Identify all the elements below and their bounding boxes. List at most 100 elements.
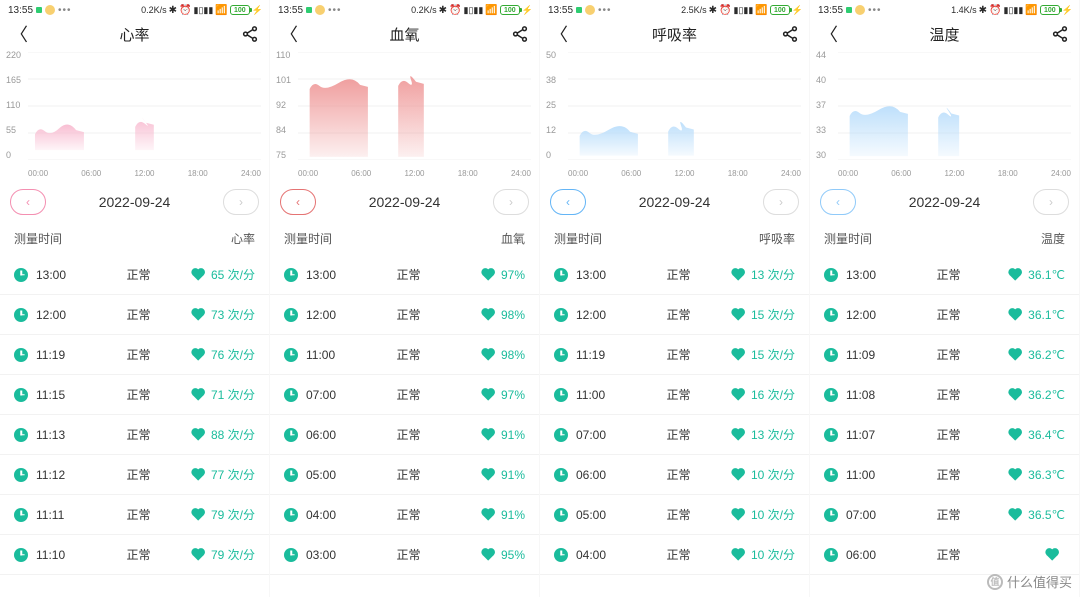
back-button[interactable]: 〈 [550,21,568,47]
data-list[interactable]: 13:00正常36.1℃12:00正常36.1℃11:09正常36.2℃11:0… [810,255,1079,575]
list-item[interactable]: 06:00正常10 次/分 [540,455,809,495]
y-tick: 25 [546,100,566,110]
data-list[interactable]: 13:00正常65 次/分12:00正常73 次/分11:19正常76 次/分1… [0,255,269,575]
charge-icon: ⚡ [252,5,263,16]
heart-icon [732,546,749,563]
status-time: 13:55 [818,5,843,16]
heart-icon [192,426,209,443]
clock-icon [284,428,298,442]
back-button[interactable]: 〈 [280,21,298,47]
measure-value: 97% [501,268,525,282]
next-date-button[interactable]: › [493,189,529,215]
list-item[interactable]: 13:00正常65 次/分 [0,255,269,295]
y-tick: 75 [276,150,296,160]
clock-icon [284,268,298,282]
list-item[interactable]: 12:00正常98% [270,295,539,335]
next-date-button[interactable]: › [763,189,799,215]
measure-time: 07:00 [306,388,362,402]
page-title: 温度 [929,24,959,45]
prev-date-button[interactable]: ‹ [10,189,46,215]
page-title: 呼吸率 [652,24,697,45]
list-item[interactable]: 11:13正常88 次/分 [0,415,269,455]
y-tick: 50 [546,50,566,60]
next-date-button[interactable]: › [1033,189,1069,215]
list-item[interactable]: 13:00正常36.1℃ [810,255,1079,295]
list-item[interactable]: 07:00正常36.5℃ [810,495,1079,535]
health-panel: 13:55•••1.4K/s✱⏰▮▯▮▮📶100⚡〈温度444037333000… [810,0,1080,597]
list-item[interactable]: 11:10正常79 次/分 [0,535,269,575]
measure-value: 65 次/分 [211,266,255,283]
x-tick: 24:00 [511,169,531,178]
clock-icon [554,308,568,322]
list-item[interactable]: 11:19正常76 次/分 [0,335,269,375]
next-date-button[interactable]: › [223,189,259,215]
list-item[interactable]: 11:09正常36.2℃ [810,335,1079,375]
more-icon: ••• [58,5,72,16]
measure-value: 36.1℃ [1028,268,1065,282]
list-item[interactable]: 12:00正常15 次/分 [540,295,809,335]
measure-time: 04:00 [306,508,362,522]
share-button[interactable] [1051,25,1069,43]
list-item[interactable]: 11:08正常36.2℃ [810,375,1079,415]
list-item[interactable]: 05:00正常10 次/分 [540,495,809,535]
measure-status: 正常 [902,426,995,443]
back-button[interactable]: 〈 [820,21,838,47]
data-list[interactable]: 13:00正常97%12:00正常98%11:00正常98%07:00正常97%… [270,255,539,575]
list-item[interactable]: 07:00正常97% [270,375,539,415]
share-button[interactable] [511,25,529,43]
data-list[interactable]: 13:00正常13 次/分12:00正常15 次/分11:19正常15 次/分1… [540,255,809,575]
measure-time: 11:11 [36,508,92,522]
list-item[interactable]: 11:00正常36.3℃ [810,455,1079,495]
heart-icon [732,426,749,443]
measure-time: 13:00 [576,268,632,282]
measure-time: 11:12 [36,468,92,482]
y-tick: 30 [816,150,836,160]
share-button[interactable] [241,25,259,43]
heart-icon [482,466,499,483]
y-axis-labels: 503825120 [546,50,566,160]
list-item[interactable]: 06:00正常91% [270,415,539,455]
measure-value: 10 次/分 [751,506,795,523]
measure-value: 10 次/分 [751,546,795,563]
x-axis-labels: 00:0006:0012:0018:0024:00 [838,169,1071,178]
list-item[interactable]: 13:00正常13 次/分 [540,255,809,295]
measure-time: 11:08 [846,388,902,402]
list-item[interactable]: 12:00正常73 次/分 [0,295,269,335]
list-item[interactable]: 07:00正常13 次/分 [540,415,809,455]
measure-time: 11:09 [846,348,902,362]
list-item[interactable]: 11:00正常16 次/分 [540,375,809,415]
list-item[interactable]: 12:00正常36.1℃ [810,295,1079,335]
prev-date-button[interactable]: ‹ [280,189,316,215]
col-time: 测量时间 [14,230,62,247]
list-item[interactable]: 11:11正常79 次/分 [0,495,269,535]
clock-icon [284,388,298,402]
list-item[interactable]: 03:00正常95% [270,535,539,575]
list-item[interactable]: 13:00正常97% [270,255,539,295]
list-item[interactable]: 11:00正常98% [270,335,539,375]
share-button[interactable] [781,25,799,43]
clock-icon [14,348,28,362]
list-item[interactable]: 04:00正常10 次/分 [540,535,809,575]
prev-date-button[interactable]: ‹ [550,189,586,215]
list-item[interactable]: 05:00正常91% [270,455,539,495]
clock-icon [284,308,298,322]
chart-area: 50382512000:0006:0012:0018:0024:00 [546,50,805,178]
x-tick: 24:00 [1051,169,1071,178]
list-item[interactable]: 11:19正常15 次/分 [540,335,809,375]
clock-icon [824,388,838,402]
measure-status: 正常 [632,306,725,323]
list-item[interactable]: 11:12正常77 次/分 [0,455,269,495]
x-tick: 18:00 [458,169,478,178]
measure-value: 79 次/分 [211,546,255,563]
list-item[interactable]: 06:00正常 [810,535,1079,575]
list-item[interactable]: 11:07正常36.4℃ [810,415,1079,455]
list-item[interactable]: 11:15正常71 次/分 [0,375,269,415]
measure-status: 正常 [632,266,725,283]
back-button[interactable]: 〈 [10,21,28,47]
col-value: 呼吸率 [759,230,795,247]
prev-date-button[interactable]: ‹ [820,189,856,215]
measure-status: 正常 [362,546,455,563]
y-axis-labels: 220165110550 [6,50,26,160]
measure-status: 正常 [362,506,455,523]
list-item[interactable]: 04:00正常91% [270,495,539,535]
